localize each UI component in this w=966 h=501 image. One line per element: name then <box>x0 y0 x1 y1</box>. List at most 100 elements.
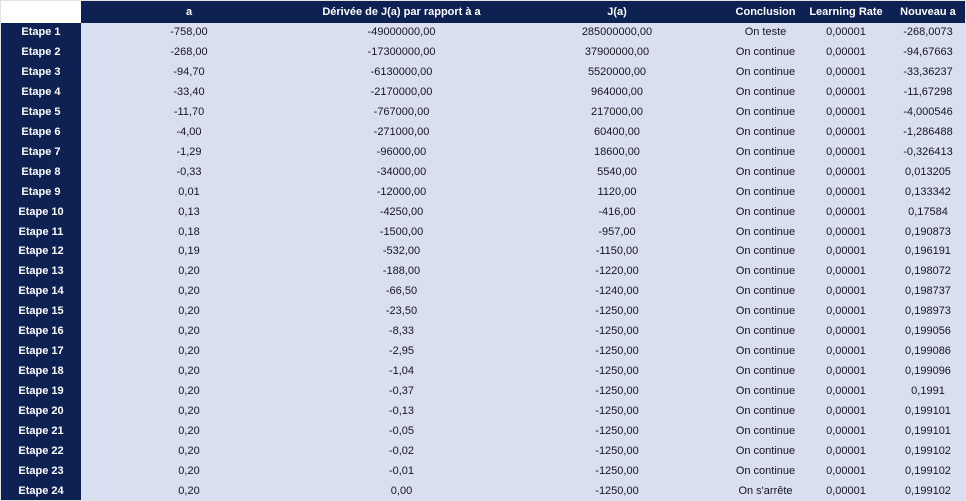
cell-derivative[interactable]: -23,50 <box>297 302 506 323</box>
cell-derivative[interactable]: -66,50 <box>297 282 506 303</box>
cell-j[interactable]: 18600,00 <box>506 142 728 163</box>
cell-conclusion[interactable]: On continue <box>728 182 803 203</box>
cell-nouveau-a[interactable]: 0,1991 <box>889 382 965 403</box>
cell-j[interactable]: 5520000,00 <box>506 62 728 83</box>
cell-derivative[interactable]: -12000,00 <box>297 182 506 203</box>
cell-j[interactable]: -1250,00 <box>506 481 728 500</box>
cell-learning-rate[interactable]: 0,00001 <box>803 481 889 500</box>
cell-learning-rate[interactable]: 0,00001 <box>803 342 889 363</box>
cell-nouveau-a[interactable]: -11,67298 <box>889 82 965 103</box>
cell-learning-rate[interactable]: 0,00001 <box>803 382 889 403</box>
cell-j[interactable]: -1250,00 <box>506 322 728 343</box>
column-header-learning-rate[interactable]: Learning Rate <box>803 1 889 23</box>
row-label[interactable]: Etape 1 <box>1 23 81 43</box>
cell-a[interactable]: 0,20 <box>81 481 297 500</box>
row-label[interactable]: Etape 4 <box>1 82 81 103</box>
cell-derivative[interactable]: -2170000,00 <box>297 82 506 103</box>
cell-conclusion[interactable]: On continue <box>728 382 803 403</box>
cell-derivative[interactable]: -0,37 <box>297 382 506 403</box>
row-label[interactable]: Etape 19 <box>1 382 81 403</box>
cell-derivative[interactable]: -6130000,00 <box>297 62 506 83</box>
cell-j[interactable]: -1250,00 <box>506 342 728 363</box>
cell-nouveau-a[interactable]: 0,199101 <box>889 402 965 423</box>
cell-learning-rate[interactable]: 0,00001 <box>803 442 889 462</box>
row-label[interactable]: Etape 23 <box>1 461 81 482</box>
cell-learning-rate[interactable]: 0,00001 <box>803 402 889 423</box>
cell-derivative[interactable]: -0,01 <box>297 461 506 482</box>
cell-conclusion[interactable]: On continue <box>728 461 803 482</box>
cell-nouveau-a[interactable]: -33,36237 <box>889 62 965 83</box>
cell-derivative[interactable]: -188,00 <box>297 262 506 283</box>
row-label[interactable]: Etape 18 <box>1 362 81 383</box>
cell-conclusion[interactable]: On continue <box>728 282 803 303</box>
cell-a[interactable]: 0,18 <box>81 222 297 243</box>
cell-nouveau-a[interactable]: 0,199096 <box>889 362 965 383</box>
cell-a[interactable]: 0,20 <box>81 342 297 363</box>
cell-nouveau-a[interactable]: -268,0073 <box>889 23 965 43</box>
row-label[interactable]: Etape 20 <box>1 402 81 423</box>
cell-a[interactable]: 0,20 <box>81 422 297 443</box>
cell-learning-rate[interactable]: 0,00001 <box>803 282 889 303</box>
cell-nouveau-a[interactable]: 0,196191 <box>889 242 965 263</box>
cell-conclusion[interactable]: On continue <box>728 42 803 63</box>
cell-learning-rate[interactable]: 0,00001 <box>803 102 889 123</box>
row-label[interactable]: Etape 2 <box>1 42 81 63</box>
cell-derivative[interactable]: -0,13 <box>297 402 506 423</box>
cell-derivative[interactable]: -17300000,00 <box>297 42 506 63</box>
cell-a[interactable]: 0,20 <box>81 262 297 283</box>
cell-derivative[interactable]: 0,00 <box>297 481 506 500</box>
cell-j[interactable]: 217000,00 <box>506 102 728 123</box>
cell-a[interactable]: 0,20 <box>81 302 297 323</box>
cell-a[interactable]: 0,20 <box>81 461 297 482</box>
cell-nouveau-a[interactable]: 0,199102 <box>889 461 965 482</box>
column-header-a[interactable]: a <box>81 1 297 23</box>
cell-nouveau-a[interactable]: 0,199102 <box>889 481 965 500</box>
cell-derivative[interactable]: -8,33 <box>297 322 506 343</box>
column-header-nouveau-a[interactable]: Nouveau a <box>889 1 965 23</box>
cell-nouveau-a[interactable]: 0,198737 <box>889 282 965 303</box>
cell-conclusion[interactable]: On continue <box>728 62 803 83</box>
cell-conclusion[interactable]: On teste <box>728 23 803 43</box>
cell-learning-rate[interactable]: 0,00001 <box>803 42 889 63</box>
cell-nouveau-a[interactable]: 0,199086 <box>889 342 965 363</box>
cell-nouveau-a[interactable]: 0,198072 <box>889 262 965 283</box>
column-header-conclusion[interactable]: Conclusion <box>728 1 803 23</box>
cell-learning-rate[interactable]: 0,00001 <box>803 162 889 183</box>
cell-conclusion[interactable]: On s'arrête <box>728 481 803 500</box>
cell-j[interactable]: -1250,00 <box>506 442 728 462</box>
cell-nouveau-a[interactable]: 0,199102 <box>889 442 965 462</box>
cell-a[interactable]: 0,20 <box>81 322 297 343</box>
cell-a[interactable]: 0,20 <box>81 382 297 403</box>
cell-conclusion[interactable]: On continue <box>728 422 803 443</box>
cell-learning-rate[interactable]: 0,00001 <box>803 302 889 323</box>
cell-a[interactable]: -4,00 <box>81 122 297 143</box>
cell-a[interactable]: -1,29 <box>81 142 297 163</box>
row-label[interactable]: Etape 8 <box>1 162 81 183</box>
cell-derivative[interactable]: -2,95 <box>297 342 506 363</box>
cell-nouveau-a[interactable]: 0,199101 <box>889 422 965 443</box>
cell-j[interactable]: -416,00 <box>506 202 728 223</box>
cell-derivative[interactable]: -767000,00 <box>297 102 506 123</box>
cell-learning-rate[interactable]: 0,00001 <box>803 82 889 103</box>
cell-nouveau-a[interactable]: -1,286488 <box>889 122 965 143</box>
row-label[interactable]: Etape 9 <box>1 182 81 203</box>
cell-conclusion[interactable]: On continue <box>728 362 803 383</box>
cell-j[interactable]: -1250,00 <box>506 461 728 482</box>
row-label[interactable]: Etape 15 <box>1 302 81 323</box>
cell-conclusion[interactable]: On continue <box>728 162 803 183</box>
cell-conclusion[interactable]: On continue <box>728 342 803 363</box>
cell-j[interactable]: 964000,00 <box>506 82 728 103</box>
cell-j[interactable]: -1240,00 <box>506 282 728 303</box>
cell-a[interactable]: 0,01 <box>81 182 297 203</box>
cell-derivative[interactable]: -49000000,00 <box>297 23 506 43</box>
cell-learning-rate[interactable]: 0,00001 <box>803 142 889 163</box>
cell-nouveau-a[interactable]: 0,198973 <box>889 302 965 323</box>
cell-learning-rate[interactable]: 0,00001 <box>803 262 889 283</box>
cell-conclusion[interactable]: On continue <box>728 142 803 163</box>
cell-j[interactable]: -1220,00 <box>506 262 728 283</box>
cell-j[interactable]: -1150,00 <box>506 242 728 263</box>
row-label[interactable]: Etape 14 <box>1 282 81 303</box>
row-label[interactable]: Etape 3 <box>1 62 81 83</box>
cell-conclusion[interactable]: On continue <box>728 302 803 323</box>
cell-derivative[interactable]: -0,02 <box>297 442 506 462</box>
